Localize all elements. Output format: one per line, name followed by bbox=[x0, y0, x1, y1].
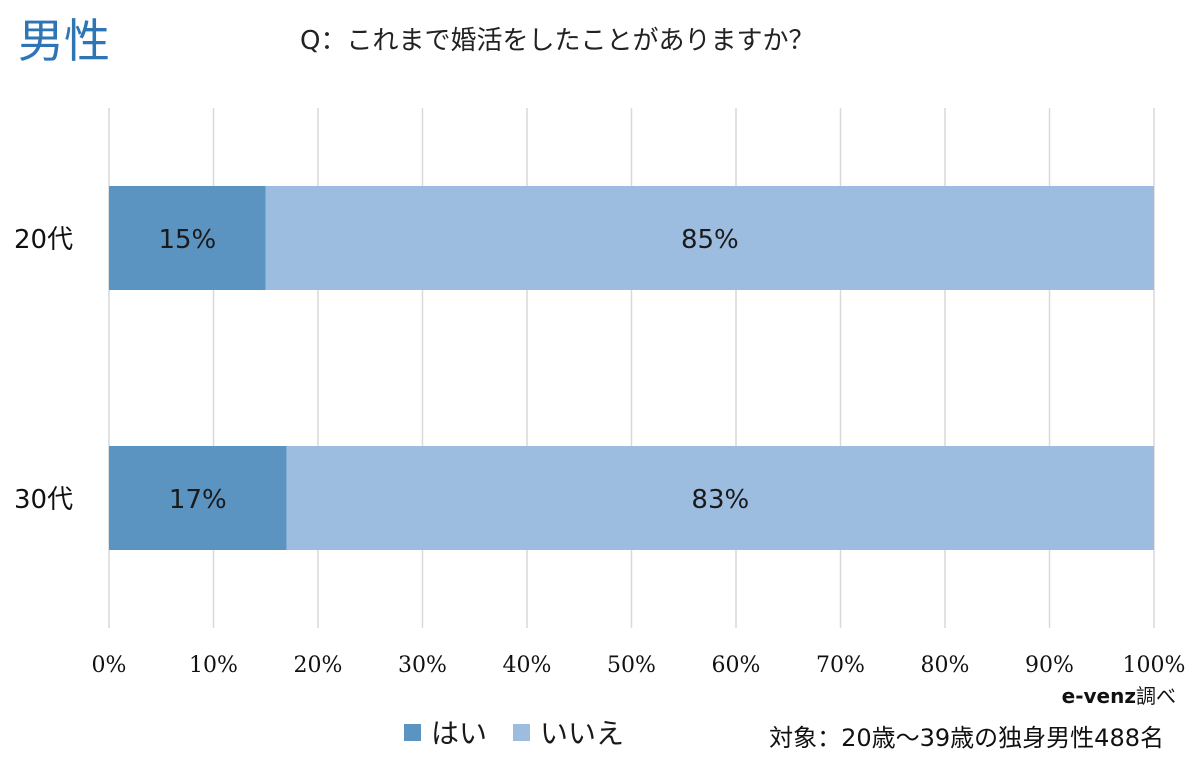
x-tick-label: 50% bbox=[607, 653, 656, 678]
legend-item-yes: はい bbox=[404, 712, 487, 752]
bar-segment-no bbox=[286, 446, 1154, 550]
x-tick-label: 80% bbox=[921, 653, 970, 678]
stacked-bar-chart: 15% 85% 17% 83% 0% 10% 20% 30% 40% 50% 60% 70% 80% 9… bbox=[14, 108, 1185, 678]
x-tick-label: 90% bbox=[1025, 653, 1074, 678]
category-label: 30代 bbox=[14, 485, 73, 515]
data-label: 15% bbox=[158, 225, 216, 255]
question-title: Q：これまで婚活をしたことがありますか？ bbox=[300, 26, 815, 56]
legend-item-no: いいえ bbox=[513, 712, 624, 752]
x-tick-label: 20% bbox=[294, 653, 343, 678]
legend-label-yes: はい bbox=[431, 717, 488, 750]
credit-brand: e-venz bbox=[1061, 684, 1136, 708]
x-tick-label: 30% bbox=[398, 653, 447, 678]
survey-target: 対象：20歳〜39歳の独身男性488名 bbox=[769, 724, 1164, 752]
x-tick-label: 0% bbox=[92, 653, 127, 678]
bar-segment-yes bbox=[109, 446, 287, 550]
legend: はい いいえ bbox=[404, 712, 650, 752]
legend-swatch-no bbox=[513, 723, 531, 741]
x-tick-label: 40% bbox=[503, 653, 552, 678]
bar-segment-no bbox=[265, 186, 1154, 290]
x-tick-label: 100% bbox=[1123, 653, 1186, 678]
bar-segment-yes bbox=[109, 186, 266, 290]
axis-labels: 0% 10% 20% 30% 40% 50% 60% 70% 80% 90% 100% 20代 30代 bbox=[14, 225, 1185, 678]
data-label: 17% bbox=[169, 485, 227, 515]
x-tick-label: 70% bbox=[816, 653, 865, 678]
credit-suffix: 調べ bbox=[1136, 684, 1176, 708]
gender-title: 男性 bbox=[18, 14, 110, 68]
x-tick-label: 10% bbox=[189, 653, 238, 678]
source-credit: e-venz調べ bbox=[1062, 680, 1176, 709]
data-label: 83% bbox=[691, 485, 749, 515]
x-tick-label: 60% bbox=[712, 653, 761, 678]
data-labels: 15% 85% 17% 83% bbox=[158, 225, 749, 515]
data-label: 85% bbox=[681, 225, 739, 255]
legend-label-no: いいえ bbox=[540, 717, 625, 750]
bars bbox=[109, 186, 1154, 550]
legend-swatch-yes bbox=[404, 723, 421, 741]
category-label: 20代 bbox=[14, 225, 73, 255]
